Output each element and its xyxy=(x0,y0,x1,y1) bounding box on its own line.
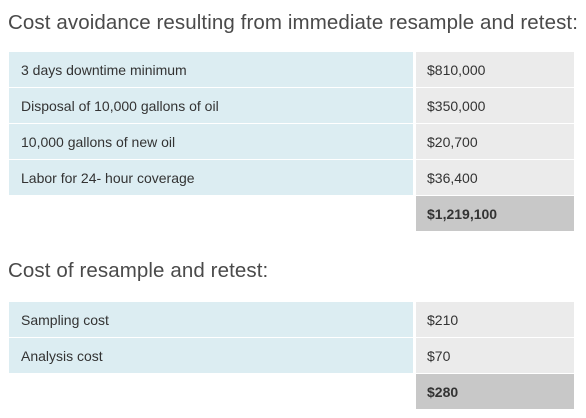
row-value: $20,700 xyxy=(416,124,574,160)
table-row: Analysis cost $70 xyxy=(9,338,574,374)
row-value: $70 xyxy=(416,338,574,374)
row-label: Sampling cost xyxy=(9,302,416,338)
total-value: $280 xyxy=(416,374,574,410)
table-row: Disposal of 10,000 gallons of oil $350,0… xyxy=(9,88,574,124)
row-value: $810,000 xyxy=(416,52,574,88)
resample-title: Cost of resample and retest: xyxy=(8,259,269,282)
row-value: $36,400 xyxy=(416,160,574,196)
table-row: 10,000 gallons of new oil $20,700 xyxy=(9,124,574,160)
total-value: $1,219,100 xyxy=(416,196,574,232)
total-row: $1,219,100 xyxy=(9,196,574,232)
table-row: 3 days downtime minimum $810,000 xyxy=(9,52,574,88)
row-label: Disposal of 10,000 gallons of oil xyxy=(9,88,416,124)
row-value: $350,000 xyxy=(416,88,574,124)
row-value: $210 xyxy=(416,302,574,338)
row-label: Labor for 24- hour coverage xyxy=(9,160,416,196)
row-label: Analysis cost xyxy=(9,338,416,374)
total-spacer xyxy=(9,374,416,410)
total-row: $280 xyxy=(9,374,574,410)
avoidance-title: Cost avoidance resulting from immediate … xyxy=(8,11,579,34)
resample-table: Sampling cost $210 Analysis cost $70 $28… xyxy=(9,302,574,410)
row-label: 3 days downtime minimum xyxy=(9,52,416,88)
avoidance-table: 3 days downtime minimum $810,000 Disposa… xyxy=(9,52,574,232)
row-label: 10,000 gallons of new oil xyxy=(9,124,416,160)
total-spacer xyxy=(9,196,416,232)
table-row: Sampling cost $210 xyxy=(9,302,574,338)
table-row: Labor for 24- hour coverage $36,400 xyxy=(9,160,574,196)
